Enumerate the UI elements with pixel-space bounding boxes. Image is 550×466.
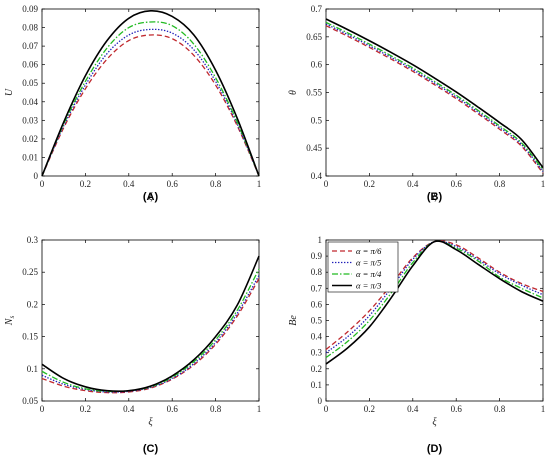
series-line-4 (325, 240, 544, 365)
y-tick-label: 0.1 (311, 380, 322, 390)
legend-label-1: α = π/6 (356, 246, 382, 256)
y-tick-label: 0.08 (22, 23, 38, 33)
y-tick-label: 0.01 (22, 152, 38, 162)
series-line-4 (41, 10, 260, 177)
chart-panel-4: 0 0.2 0.4 0.6 0.8 1 0 0.1 0.2 0.3 0.4 0.5 0.6 0.7 0.8 0… (288, 235, 545, 455)
x-tick-label: 0.6 (167, 404, 179, 414)
y-tick-label: 0.03 (22, 115, 38, 125)
y-tick-label: 0.05 (22, 396, 38, 406)
x-tick-label: 0.6 (451, 404, 463, 414)
x-tick-label: 0 (40, 404, 45, 414)
x-tick-label: 0.8 (494, 404, 506, 414)
y-tick-label: 1 (318, 235, 323, 245)
legend-label-2: α = π/5 (356, 258, 381, 268)
series-line-4 (325, 18, 544, 169)
y-axis-label: Be (288, 315, 299, 326)
chart-panel-2: 0 0.2 0.4 0.6 0.8 1 0.4 0.45 0.5 0.55 0.6 0.65 0.7 ξ θ… (288, 4, 545, 203)
y-tick-label: 0.6 (311, 60, 323, 70)
x-tick-label: 0.6 (167, 179, 179, 189)
y-tick-label: 0 (34, 171, 39, 181)
chart-panel-3: 0 0.2 0.4 0.6 0.8 1 0.05 0.1 0.15 0.2 0.25 0.3 ξ Ns (C… (4, 235, 261, 455)
y-tick-label: 0.02 (22, 134, 38, 144)
y-tick-label: 0.5 (311, 316, 323, 326)
x-tick-label: 0.2 (80, 179, 91, 189)
x-tick-label: 0.2 (80, 404, 91, 414)
y-tick-label: 0.15 (22, 332, 38, 342)
series-line-4 (41, 255, 260, 393)
series-line-1 (41, 34, 260, 177)
chart-panel-1: 0 0.2 0.4 0.6 0.8 1 0 0.01 0.02 0.03 0.04 0.05 0.06 0… (4, 4, 261, 203)
x-tick-label: 0.2 (364, 179, 375, 189)
y-tick-label: 0.7 (311, 4, 323, 14)
plot-area (325, 8, 544, 177)
y-tick-label: 0.07 (22, 41, 38, 51)
legend: α = π/6 α = π/5α = π/4 α = π/3 (327, 241, 399, 293)
series-line-3 (41, 21, 260, 177)
legend-label-3: α = π/4 (356, 269, 382, 279)
panel-caption: (A) (143, 191, 159, 203)
y-tick-label: 0.55 (306, 88, 322, 98)
panel-caption: (D) (427, 443, 443, 455)
x-tick-label: 0.6 (451, 179, 463, 189)
legend-box (327, 241, 399, 293)
y-tick-label: 0.25 (22, 267, 38, 277)
y-tick-label: 0.06 (22, 60, 38, 70)
series-line-2 (325, 23, 544, 172)
x-tick-label: 1 (257, 404, 262, 414)
y-axis-label: U (4, 88, 15, 96)
legend-label-4: α = π/3 (356, 281, 381, 291)
y-axis-label: Ns (4, 316, 16, 327)
x-tick-label: 1 (541, 404, 546, 414)
y-tick-label: 0.9 (311, 251, 323, 261)
y-axis-label: θ (288, 90, 299, 95)
y-tick-label: 0.3 (311, 348, 323, 358)
x-axis-label: ξ (432, 192, 437, 203)
x-tick-label: 0 (40, 179, 45, 189)
y-tick-label: 0.8 (311, 267, 323, 277)
x-tick-label: 1 (541, 179, 546, 189)
y-tick-label: 0.2 (311, 364, 322, 374)
plot-area (41, 239, 260, 402)
y-tick-label: 0.7 (311, 283, 323, 293)
x-tick-label: 0.2 (364, 404, 375, 414)
y-tick-label: 0 (318, 396, 323, 406)
x-axis-label: ξ (148, 417, 153, 428)
x-tick-label: 0.8 (210, 404, 222, 414)
x-tick-label: 0.8 (494, 179, 506, 189)
x-axis-label: ξ (148, 192, 153, 203)
y-tick-label: 0.09 (22, 4, 38, 14)
y-tick-label: 0.4 (311, 171, 323, 181)
panel-caption: (C) (143, 443, 159, 455)
y-tick-label: 0.1 (27, 364, 38, 374)
y-tick-label: 0.3 (27, 235, 39, 245)
series-line-3 (325, 21, 544, 171)
y-tick-label: 0.45 (306, 143, 322, 153)
x-tick-label: 1 (257, 179, 262, 189)
y-tick-label: 0.2 (27, 299, 38, 309)
series-line-1 (325, 25, 544, 174)
y-tick-label: 0.4 (311, 332, 323, 342)
y-tick-label: 0.05 (22, 78, 38, 88)
x-tick-label: 0 (324, 179, 329, 189)
y-tick-label: 0.6 (311, 299, 323, 309)
series-line-3 (325, 240, 544, 359)
x-tick-label: 0 (324, 404, 329, 414)
x-axis-label: ξ (432, 417, 437, 428)
y-axis-label-subscript: s (8, 316, 16, 319)
y-tick-label: 0.04 (22, 97, 38, 107)
x-tick-label: 0.4 (407, 404, 419, 414)
series-line-1 (41, 278, 260, 394)
x-tick-label: 0.4 (123, 179, 135, 189)
panel-caption: (B) (427, 191, 443, 203)
x-tick-label: 0.4 (407, 179, 419, 189)
x-tick-label: 0.8 (210, 179, 222, 189)
series-line-2 (41, 28, 260, 177)
y-tick-label: 0.65 (306, 32, 322, 42)
y-tick-label: 0.5 (311, 115, 323, 125)
x-tick-label: 0.4 (123, 404, 135, 414)
